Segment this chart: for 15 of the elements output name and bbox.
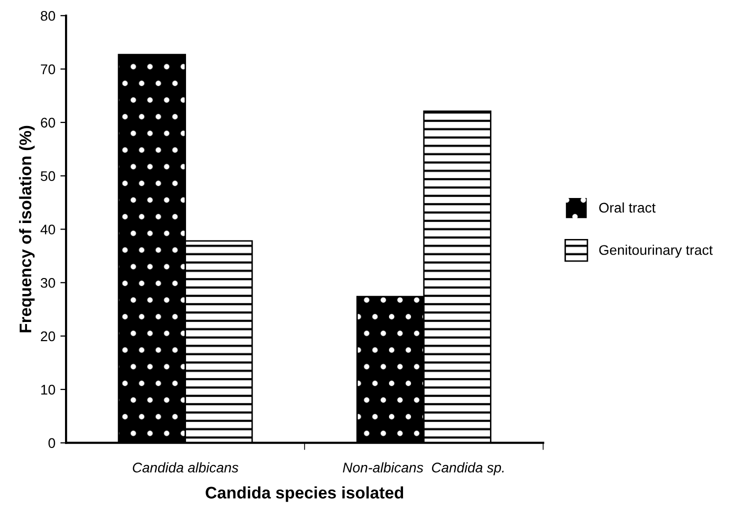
y-tick-label: 10 xyxy=(41,384,56,395)
legend-label: Genitourinary tract xyxy=(599,244,713,258)
y-tick-label: 30 xyxy=(40,278,56,288)
y-tick-label: 20 xyxy=(40,331,56,342)
y-tick-label: 60 xyxy=(40,118,56,128)
y-tick-label: 0 xyxy=(48,438,56,448)
x-axis-title: Candida species isolated xyxy=(206,486,404,502)
y-tick-label: 40 xyxy=(40,224,56,234)
y-tick-label: 80 xyxy=(40,10,56,21)
y-tick-label: 70 xyxy=(40,64,56,74)
x-tick-label: Non-albicans Candida sp. xyxy=(342,462,504,476)
y-axis-title: Frequency of isolation (%) xyxy=(19,126,35,332)
legend-label: Oral tract xyxy=(599,202,656,213)
y-tick-label: 50 xyxy=(40,171,56,182)
x-tick-label: Candida albicans xyxy=(132,462,238,473)
